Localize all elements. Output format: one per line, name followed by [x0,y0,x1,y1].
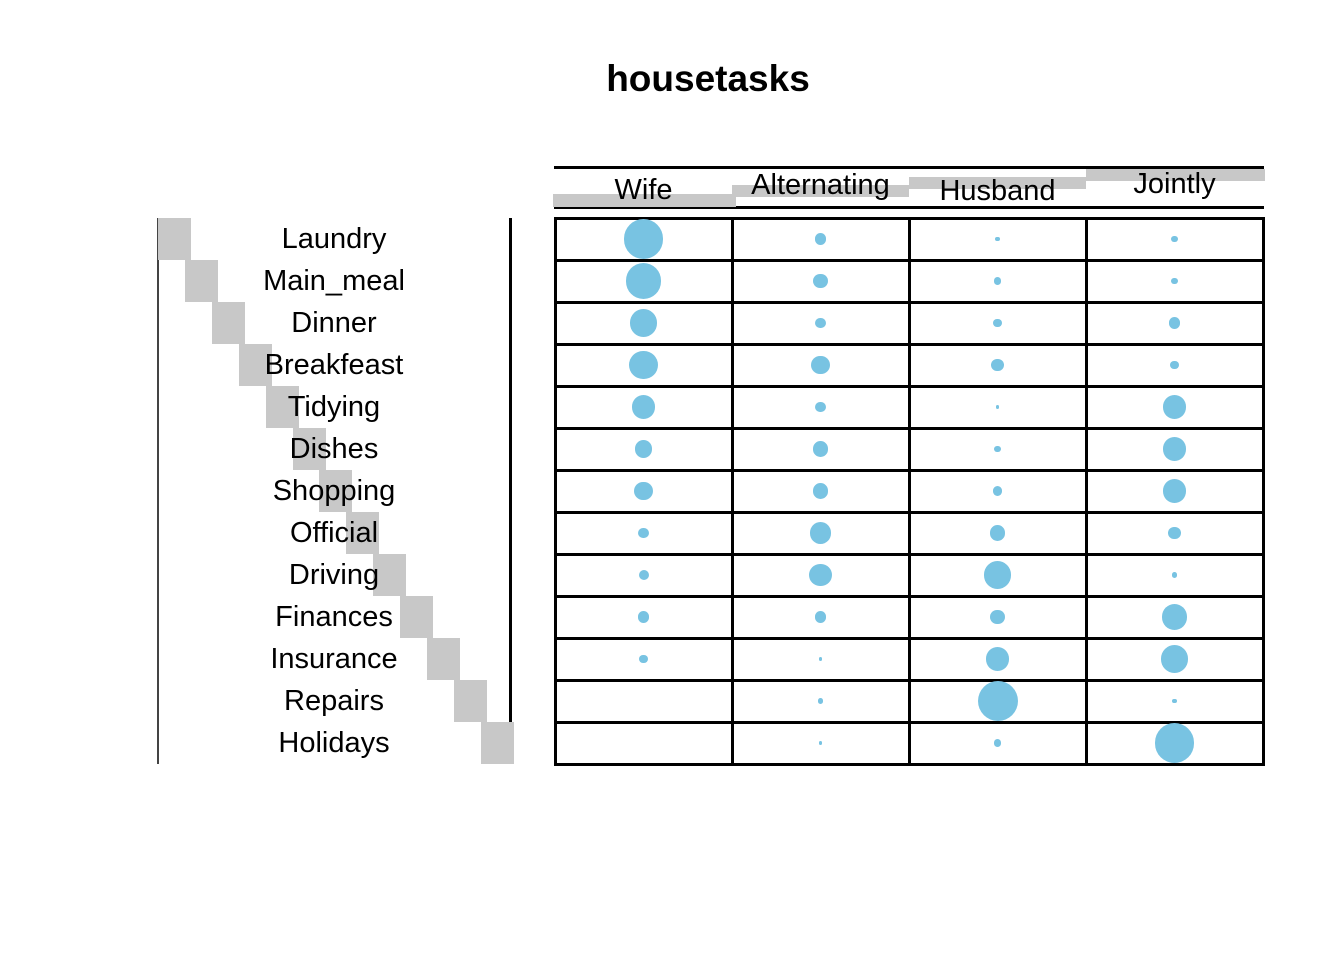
row-label: Driving [288,558,380,591]
row-margin-square [453,680,487,722]
balloon-dot [815,401,826,413]
row-label: Laundry [281,222,387,255]
grid-line-vertical [1084,216,1088,766]
row-label: Shopping [272,474,396,507]
balloon-dot [812,483,829,499]
row-margin-square [373,554,407,596]
balloon-dot [809,563,832,587]
row-axis-line-left [157,218,159,764]
balloon-dot [1171,235,1178,243]
balloon-dot [977,681,1018,721]
balloon-dot [634,481,653,501]
row-margin-square [238,344,272,386]
balloon-dot [813,273,828,289]
row-margin-square [158,218,191,260]
balloon-dot [811,355,830,375]
balloon-dot [995,405,1000,409]
balloon-dot [983,561,1012,589]
balloon-dot [994,445,1001,453]
balloon-dot [638,527,649,539]
grid-line-vertical [1261,216,1265,766]
balloon-dot [815,317,826,329]
balloon-dot [639,654,648,664]
column-margin-strip [909,177,1086,189]
header-top-rule [554,166,1264,169]
row-label: Dishes [289,432,379,465]
balloon-dot [629,350,658,380]
balloon-dot [1168,526,1181,540]
column-label: Husband [939,175,1056,207]
balloon-dot [991,358,1004,372]
balloon-dot [631,395,655,419]
balloon-dot [1160,645,1189,673]
row-margin-square [211,302,245,344]
balloon-dot [818,741,823,745]
grid-line-vertical [553,216,557,766]
row-label: Dinner [291,306,377,339]
balloon-dot [995,236,1000,242]
row-margin-square [265,386,299,428]
balloon-dot [989,525,1006,541]
balloon-dot [1162,479,1187,503]
grid-line-vertical [730,216,734,766]
balloon-dot [638,570,649,580]
row-margin-square [346,512,380,554]
row-label: Main_meal [263,264,405,297]
row-label: Finances [275,600,393,633]
balloon-dot [993,277,1002,285]
balloon-dot [1168,317,1181,329]
balloon-dot [993,318,1002,328]
row-margin-square [319,470,353,512]
row-margin-square [400,596,434,638]
balloon-dot [1162,437,1186,461]
balloon-dot [1171,572,1178,578]
row-label: Breakfeast [264,348,404,381]
row-margin-square [292,428,326,470]
balloon-dot [1161,604,1188,630]
row-label: Insurance [270,642,398,675]
balloon-dot [818,657,823,661]
balloon-dot [993,739,1002,747]
row-label: Repairs [284,684,384,717]
balloon-dot [625,263,662,299]
column-label: Wife [614,174,673,206]
balloon-dot [1170,360,1179,370]
grid-line-vertical [907,216,911,766]
balloon-dot [623,219,664,259]
column-margin-strip [1086,169,1265,181]
balloon-dot [629,309,658,337]
balloon-dot [637,611,650,623]
header-bottom-rule [554,206,1264,209]
balloon-dot [990,609,1005,625]
balloon-dot [814,233,827,245]
balloon-dot [1172,698,1177,704]
row-label: Holidays [278,726,390,759]
balloon-dot [809,522,832,544]
row-margin-square [427,638,460,680]
column-margin-strip [732,185,909,197]
column-label: Jointly [1133,168,1216,200]
row-label: Tidying [287,390,381,423]
chart-title: housetasks [606,58,810,99]
row-label: Official [289,516,379,549]
balloon-dot [985,647,1009,671]
balloon-dot [992,486,1003,496]
balloon-dot [1154,723,1195,763]
column-margin-strip [553,194,736,207]
row-axis-line-right [509,218,512,764]
balloon-dot [634,440,653,458]
row-margin-square [480,722,514,764]
column-label: Alternating [751,169,890,201]
row-margin-square [184,260,218,302]
balloon-dot [1171,277,1178,285]
balloon-dot [1162,395,1187,419]
balloon-dot [814,611,827,623]
balloon-dot [817,698,824,704]
balloon-dot [812,441,829,457]
